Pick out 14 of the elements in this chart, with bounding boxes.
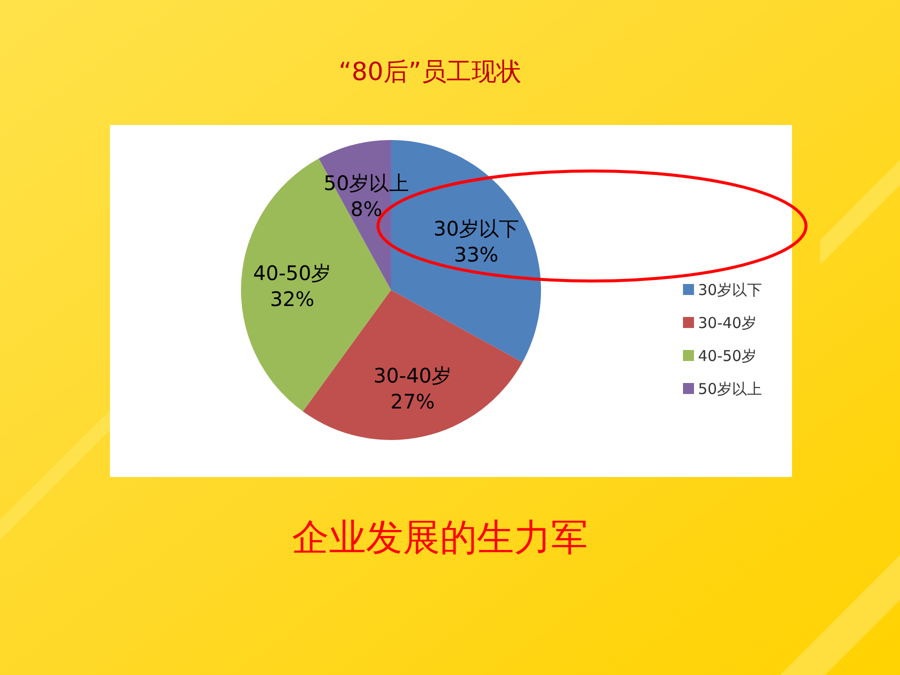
data-label: 33% <box>454 242 498 267</box>
text: 企业发展的生力军 <box>292 516 588 559</box>
legend-label: 40-50岁 <box>698 347 757 365</box>
legend-label: 30岁以下 <box>698 281 762 299</box>
data-label: 27% <box>390 390 435 414</box>
legend-label: 30-40岁 <box>698 314 757 332</box>
chart-title: “80后”员工现状 <box>338 57 522 86</box>
data-label: 8% <box>350 197 382 222</box>
slice-label: 30-40岁 <box>374 364 452 388</box>
legend-label: 50岁以上 <box>698 380 762 398</box>
slice-label: 30岁以下 <box>433 216 519 241</box>
slice-label: 40-50岁 <box>253 260 332 285</box>
slice-label: 50岁以上 <box>324 171 410 196</box>
data-label: 32% <box>270 286 314 311</box>
